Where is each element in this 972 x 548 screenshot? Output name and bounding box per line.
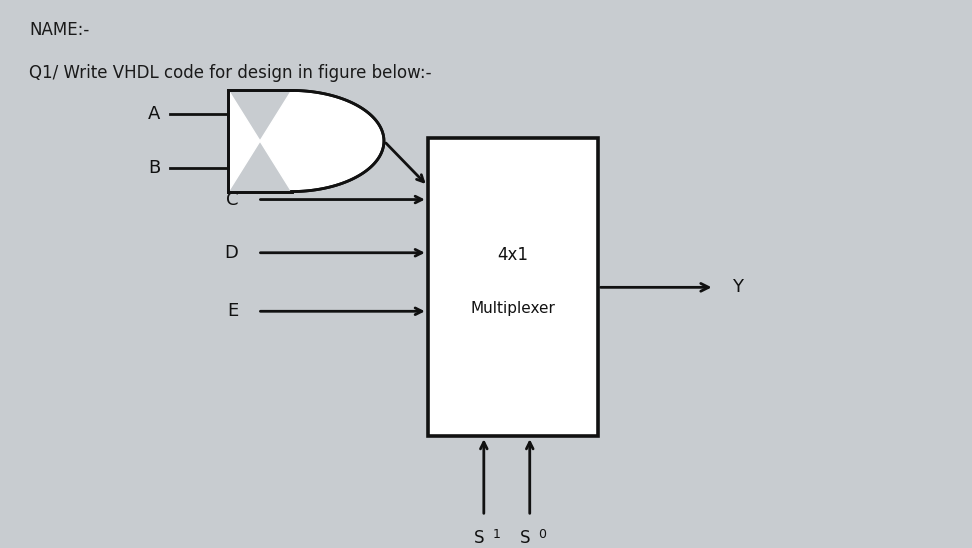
- Text: 1: 1: [493, 528, 501, 541]
- Text: 0: 0: [538, 528, 546, 541]
- Text: E: E: [226, 302, 238, 320]
- Text: D: D: [225, 244, 238, 262]
- Text: 4x1: 4x1: [498, 247, 528, 265]
- Text: B: B: [148, 158, 160, 176]
- Text: A: A: [148, 105, 160, 123]
- Text: NAME:-: NAME:-: [29, 21, 89, 39]
- Text: Y: Y: [732, 278, 743, 296]
- Text: Multiplexer: Multiplexer: [470, 301, 555, 316]
- Text: S: S: [473, 529, 484, 547]
- Text: C: C: [226, 191, 238, 209]
- Bar: [428, 138, 598, 436]
- Text: S: S: [520, 529, 530, 547]
- Text: Q1/ Write VHDL code for design in figure below:-: Q1/ Write VHDL code for design in figure…: [29, 64, 432, 82]
- Polygon shape: [228, 90, 384, 192]
